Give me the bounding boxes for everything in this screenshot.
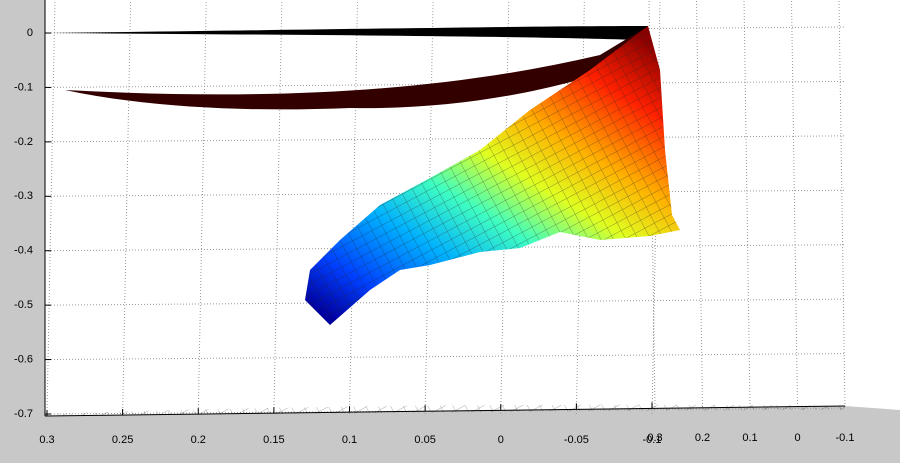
z-tick-label: -0.5	[14, 299, 33, 311]
x-axis-line	[44, 405, 846, 417]
grid-line	[44, 80, 846, 88]
x-tick-label: 0	[498, 434, 504, 446]
x-tick-label: -0.05	[564, 434, 589, 446]
grid-line	[44, 298, 846, 306]
y-tick-label: 0.2	[695, 432, 710, 444]
z-tick-label: -0.3	[14, 190, 33, 202]
x-tick-label: 0.25	[112, 434, 133, 446]
surface-upper	[65, 26, 648, 110]
surface-mesh	[305, 26, 680, 325]
z-tick-label: -0.4	[14, 245, 33, 257]
z-tick-label: -0.6	[14, 353, 33, 365]
grid-line	[838, 0, 846, 408]
x-tick-label: 0.2	[191, 434, 206, 446]
grid-line	[743, 0, 751, 408]
grid-line	[791, 0, 798, 408]
floor-bg	[45, 406, 900, 463]
x-tick-label: -0.1	[643, 434, 662, 446]
y-tick-label: 0.3	[647, 432, 662, 444]
grid-line	[696, 0, 703, 408]
x-tick-label: 0.05	[414, 434, 435, 446]
y-tick-label: 0	[794, 432, 800, 444]
grid-line	[273, 0, 283, 415]
x-tick-label: 0.3	[39, 434, 54, 446]
x-tick-label: 0.15	[263, 434, 284, 446]
grid-line	[197, 0, 207, 415]
y-tick-label: 0.1	[742, 432, 757, 444]
z-tick-label: -0.2	[14, 136, 33, 148]
grid-line	[44, 353, 846, 361]
z-tick-label: 0	[27, 27, 33, 39]
grid-line	[349, 0, 358, 415]
grid-line	[44, 135, 846, 143]
surface-edge	[50, 26, 648, 40]
grid-line	[44, 244, 846, 252]
y-tick-label: -0.1	[836, 432, 855, 444]
z-tick-label: -0.7	[14, 408, 33, 420]
grid-line	[122, 0, 132, 415]
surface	[45, 26, 845, 416]
grid-line	[46, 0, 56, 415]
grid-line	[44, 189, 846, 197]
x-tick-label: 0.1	[342, 434, 357, 446]
z-tick-label: -0.1	[14, 81, 33, 93]
grid-line	[44, 26, 846, 34]
